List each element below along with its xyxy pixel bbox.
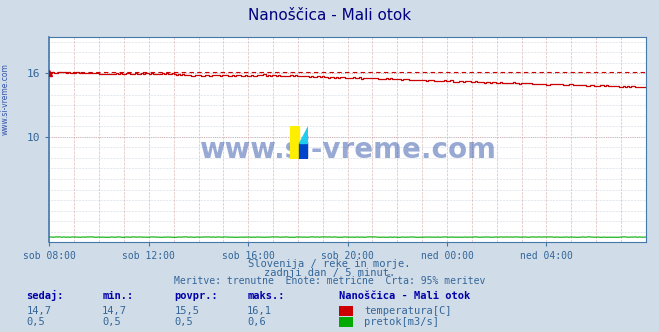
Polygon shape xyxy=(299,126,308,143)
Text: 0,5: 0,5 xyxy=(26,317,45,327)
Text: Nanoščica - Mali otok: Nanoščica - Mali otok xyxy=(339,291,471,301)
Text: Meritve: trenutne  Enote: metrične  Črta: 95% meritev: Meritve: trenutne Enote: metrične Črta: … xyxy=(174,276,485,286)
Text: 16,1: 16,1 xyxy=(247,306,272,316)
Text: min.:: min.: xyxy=(102,291,133,301)
Text: Slovenija / reke in morje.: Slovenija / reke in morje. xyxy=(248,259,411,269)
Bar xyxy=(290,126,299,159)
Text: www.si-vreme.com: www.si-vreme.com xyxy=(1,63,10,135)
Bar xyxy=(299,143,308,159)
Text: 0,5: 0,5 xyxy=(102,317,121,327)
Text: 15,5: 15,5 xyxy=(175,306,200,316)
Text: maks.:: maks.: xyxy=(247,291,285,301)
Text: 0,6: 0,6 xyxy=(247,317,266,327)
Text: pretok[m3/s]: pretok[m3/s] xyxy=(364,317,440,327)
Text: zadnji dan / 5 minut.: zadnji dan / 5 minut. xyxy=(264,268,395,278)
Text: www.si-vreme.com: www.si-vreme.com xyxy=(199,136,496,164)
Text: 0,5: 0,5 xyxy=(175,317,193,327)
Text: 14,7: 14,7 xyxy=(26,306,51,316)
Text: povpr.:: povpr.: xyxy=(175,291,218,301)
Text: temperatura[C]: temperatura[C] xyxy=(364,306,452,316)
Text: sedaj:: sedaj: xyxy=(26,290,64,301)
Text: Nanoščica - Mali otok: Nanoščica - Mali otok xyxy=(248,8,411,23)
Text: 14,7: 14,7 xyxy=(102,306,127,316)
